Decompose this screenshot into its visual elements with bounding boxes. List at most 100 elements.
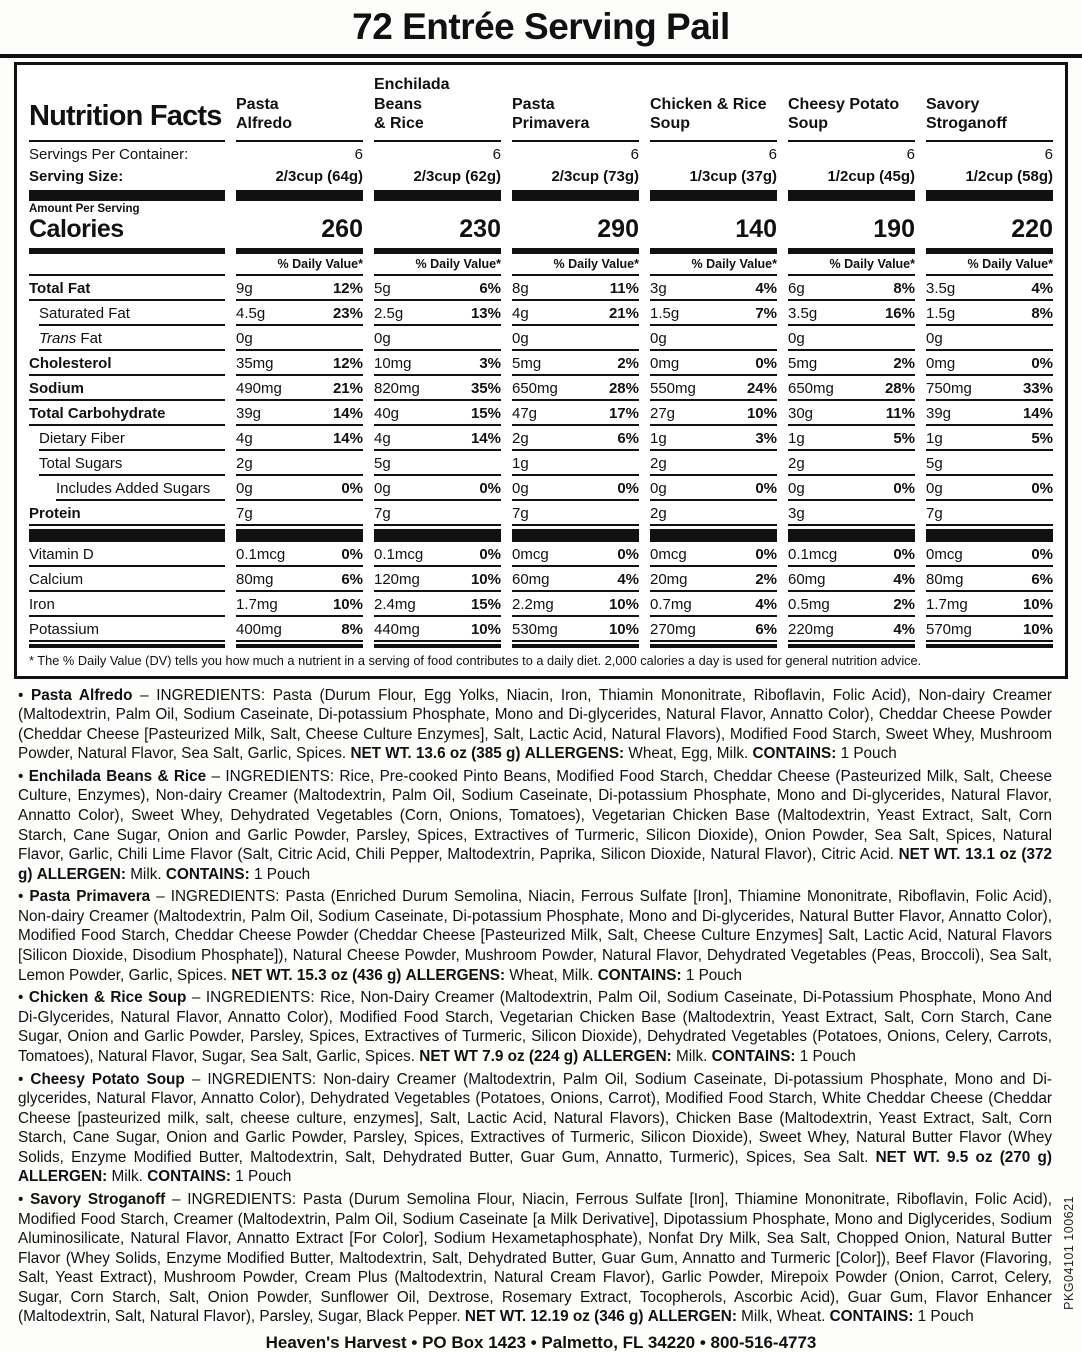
amount-value: 2.5g [374,304,404,322]
daily-value-percent: 6% [1031,570,1053,588]
nutrient-cell: 4g 14% [374,426,501,451]
daily-value-footnote: * The % Daily Value (DV) tells you how m… [29,652,922,668]
calories-value: 140 [735,214,777,243]
amount-value: 5mg [788,354,818,372]
daily-value-percent: 35% [470,379,501,397]
amount-value: 0mg [650,354,680,372]
nutrient-cell: 35mg 12% [236,351,363,376]
daily-value-percent: 8% [893,279,915,297]
daily-value-percent: 15% [470,404,501,422]
amount-value: 1.5g [650,304,680,322]
daily-value-percent: 10% [746,404,777,422]
daily-value-percent: 3% [479,354,501,372]
amount-value: 3.5g [788,304,818,322]
ingredient-text: – INGREDIENTS: Non-dairy Creamer (Maltod… [18,1070,1052,1166]
daily-value-header: % Daily Value* [650,254,777,276]
nutrient-cell: 4.5g 23% [236,301,363,326]
daily-value-percent: 15% [470,595,501,613]
nutrient-cell: 4g 21% [512,301,639,326]
amount-value: 0.1mcg [788,545,838,563]
nutrient-cell: 1.5g 7% [650,301,777,326]
ingredient-bold-text: NET WT. 13.1 oz (372 g) [18,846,1052,883]
daily-value-percent: 0% [479,479,501,497]
nutrient-cell: 7g [512,501,639,526]
separator-bar [374,189,501,201]
nutrient-cell: 9g 12% [236,276,363,301]
amount-value: 3.5g [926,279,956,297]
daily-value-header: % Daily Value* [374,254,501,276]
nutrient-cell: 30g 11% [788,401,915,426]
product-name: Chicken & Rice Soup [650,93,777,142]
ingredient-bold-text: CONTAINS: [752,745,837,763]
amount-value: 0g [236,479,253,497]
amount-value: 2g [788,454,805,472]
nutrient-cell: 5g [374,451,501,476]
daily-value-percent: 4% [1031,279,1053,297]
vitamin-label: Calcium [29,567,225,592]
amount-value: 0mcg [512,545,549,563]
nutrient-cell: 5g 6% [374,276,501,301]
vitamin-cell: 0.1mcg 0% [374,542,501,567]
separator-bar [29,247,225,254]
amount-value: 0.7mg [650,595,692,613]
amount-value: 530mg [512,620,558,638]
nutrition-facts-panel: Nutrition Facts Pasta Alfredo Enchilada Be… [14,62,1068,679]
vitamin-cell: 400mg 8% [236,617,363,642]
ingredient-bold-text: CONTAINS: [147,1168,232,1186]
ingredient-text: – INGREDIENTS: Rice, Non-Dairy Creamer (… [18,989,1052,1065]
ingredient-bold-text: CONTAINS: [165,865,250,883]
amount-value: 820mg [374,379,420,397]
daily-value-percent: 10% [1022,620,1053,638]
separator-bar [650,643,777,648]
page-title: 72 Entrée Serving Pail [352,6,730,47]
nutrient-cell: 39g 14% [236,401,363,426]
calories-value: 290 [597,214,639,243]
daily-value-percent: 4% [893,620,915,638]
daily-value-percent: 11% [885,404,915,422]
daily-value-percent: 10% [1022,595,1053,613]
amount-value: 550mg [650,379,696,397]
calories-value: 230 [459,214,501,243]
nutrient-cell: 7g [926,501,1053,526]
daily-value-percent: 6% [755,620,777,638]
ingredient-bold-text: ALLERGEN: [582,1047,672,1065]
amount-value: 1.7mg [926,595,968,613]
calories-value: 190 [873,214,915,243]
amount-value: 7g [374,504,391,522]
separator-bar [29,528,225,542]
vitamin-cell: 20mg 2% [650,567,777,592]
ingredients-section: • Pasta Alfredo – INGREDIENTS: Pasta (Du… [18,686,1052,1328]
nutrient-label: Total Sugars [39,451,225,476]
ingredient-bold-text: ALLERGEN: [647,1308,737,1326]
daily-value-percent: 5% [1031,429,1053,447]
amount-value: 40g [374,404,400,422]
nutrient-cell: 40g 15% [374,401,501,426]
amount-value: 9g [236,279,253,297]
separator-bar [788,528,915,542]
vitamin-label: Vitamin D [29,542,225,567]
servings-value: 6 [906,145,915,163]
amount-value: 650mg [788,379,834,397]
ingredient-paragraph: • Pasta Primavera – INGREDIENTS: Pasta (… [18,888,1053,984]
nutrient-cell: 0g [788,326,915,351]
italic-word: Trans [39,329,77,347]
daily-value-percent: 8% [1031,304,1053,322]
daily-value-percent: 6% [479,279,501,297]
servings-value: 6 [354,145,363,163]
daily-value-percent: 12% [332,354,363,372]
ingredient-text: 1 Pouch [253,865,311,883]
daily-value-percent: 28% [608,379,639,397]
separator-bar [650,189,777,201]
daily-value-percent: 17% [608,404,639,422]
daily-value-percent: 2% [893,595,915,613]
amount-value: 750mg [926,379,972,397]
separator-bar [788,189,915,201]
serving-size-value: 1/2cup (45g) [827,167,915,185]
nutrient-label: Includes Added Sugars [56,476,225,501]
calories-value: 260 [321,214,363,243]
ingredient-text: Milk. [130,865,162,883]
amount-value: 5g [374,279,391,297]
daily-value-percent: 0% [341,479,363,497]
ingredient-bold-text: NET WT. 13.6 oz (385 g) [350,745,521,763]
